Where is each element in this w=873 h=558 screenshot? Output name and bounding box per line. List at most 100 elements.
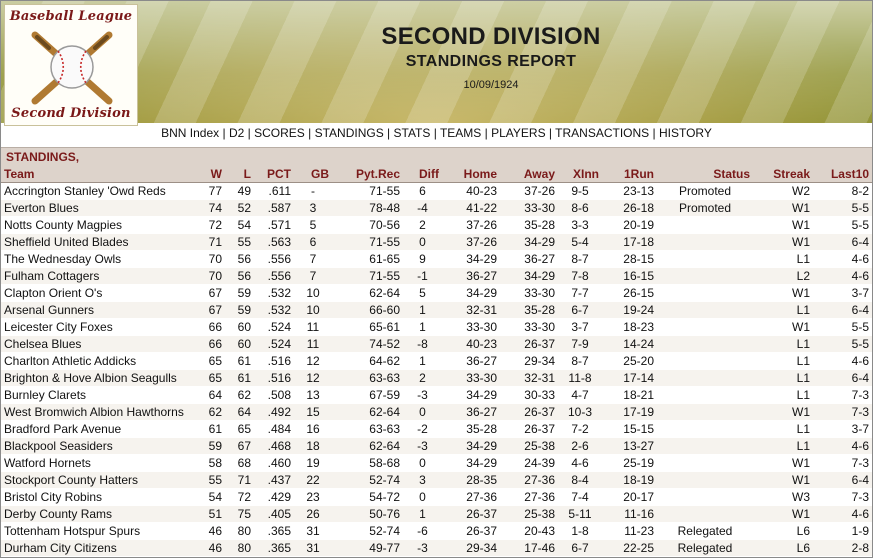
streak: L6 xyxy=(753,539,813,557)
nav-link-d2[interactable]: D2 xyxy=(228,126,245,140)
team-name[interactable]: Charlton Athletic Addicks xyxy=(1,352,192,370)
team-name[interactable]: Stockport County Hatters xyxy=(1,471,192,489)
team-name[interactable]: Clapton Orient O's xyxy=(1,284,192,302)
home-record: 36-27 xyxy=(442,352,500,370)
nav-link-players[interactable]: PLAYERS xyxy=(491,126,546,140)
col-header-status[interactable]: Status xyxy=(657,165,753,183)
wins: 71 xyxy=(192,233,225,251)
nav-link-stats[interactable]: STATS xyxy=(393,126,431,140)
status xyxy=(657,284,753,302)
losses: 68 xyxy=(225,454,254,472)
team-name[interactable]: Blackpool Seasiders xyxy=(1,437,192,455)
team-name[interactable]: Leicester City Foxes xyxy=(1,318,192,336)
nav-link-scores[interactable]: SCORES xyxy=(254,126,305,140)
table-row: Charlton Athletic Addicks 65 61.516 12 64-62… xyxy=(1,352,872,370)
pyt-rec: 63-63 xyxy=(332,420,403,438)
wins: 51 xyxy=(192,505,225,523)
table-row: Watford Hornets 58 68.460 19 58-68 0 34-29 24-3… xyxy=(1,454,872,472)
wins: 65 xyxy=(192,369,225,387)
col-header-home[interactable]: Home xyxy=(442,165,500,183)
home-record: 34-29 xyxy=(442,454,500,472)
pct: .556 xyxy=(254,267,294,285)
team-name[interactable]: West Bromwich Albion Hawthorns xyxy=(1,403,192,421)
col-header-w[interactable]: W xyxy=(192,165,225,183)
col-header-last10[interactable]: Last10 xyxy=(813,165,872,183)
one-run-record: 26-18 xyxy=(602,199,657,217)
col-header-l[interactable]: L xyxy=(225,165,254,183)
nav-link-bnn-index[interactable]: BNN Index xyxy=(161,126,220,140)
away-record: 34-29 xyxy=(500,233,558,251)
one-run-record: 26-15 xyxy=(602,284,657,302)
nav-link-teams[interactable]: TEAMS xyxy=(439,126,482,140)
games-behind: 15 xyxy=(294,403,332,421)
team-name[interactable]: Watford Hornets xyxy=(1,454,192,472)
run-diff: 0 xyxy=(403,233,442,251)
pyt-rec: 62-64 xyxy=(332,437,403,455)
nav-link-history[interactable]: HISTORY xyxy=(658,126,712,140)
last10: 6-4 xyxy=(813,369,872,387)
pct: .468 xyxy=(254,437,294,455)
games-behind: 11 xyxy=(294,318,332,336)
losses: 60 xyxy=(225,318,254,336)
team-name[interactable]: Tottenham Hotspur Spurs xyxy=(1,522,192,540)
last10: 6-4 xyxy=(813,233,872,251)
team-name[interactable]: The Wednesday Owls xyxy=(1,250,192,268)
team-name[interactable]: Everton Blues xyxy=(1,199,192,217)
team-name[interactable]: Notts County Magpies xyxy=(1,216,192,234)
streak: W1 xyxy=(753,284,813,302)
col-header-diff[interactable]: Diff xyxy=(403,165,442,183)
one-run-record: 16-15 xyxy=(602,267,657,285)
losses: 71 xyxy=(225,471,254,489)
nav-separator: | xyxy=(548,126,556,140)
pct: .524 xyxy=(254,318,294,336)
team-name[interactable]: Durham City Citizens xyxy=(1,539,192,557)
losses: 61 xyxy=(225,352,254,370)
col-header-pct[interactable]: PCT xyxy=(254,165,294,183)
col-header-streak[interactable]: Streak xyxy=(753,165,813,183)
col-header-away[interactable]: Away xyxy=(500,165,558,183)
extra-inning-record: 11-8 xyxy=(558,369,602,387)
last10: 1-9 xyxy=(813,522,872,540)
pct: .516 xyxy=(254,369,294,387)
col-header-gb[interactable]: GB xyxy=(294,165,332,183)
home-record: 28-35 xyxy=(442,471,500,489)
pyt-rec: 54-72 xyxy=(332,488,403,506)
run-diff: -4 xyxy=(403,199,442,217)
team-name[interactable]: Brighton & Hove Albion Seagulls xyxy=(1,369,192,387)
pyt-rec: 62-64 xyxy=(332,403,403,421)
one-run-record: 19-24 xyxy=(602,301,657,319)
streak: W1 xyxy=(753,471,813,489)
pyt-rec: 62-64 xyxy=(332,284,403,302)
away-record: 26-37 xyxy=(500,335,558,353)
wins: 67 xyxy=(192,301,225,319)
col-header-pyt-rec[interactable]: Pyt.Rec xyxy=(332,165,403,183)
team-name[interactable]: Bradford Park Avenue xyxy=(1,420,192,438)
team-name[interactable]: Derby County Rams xyxy=(1,505,192,523)
league-logo[interactable]: Baseball League Second Division xyxy=(4,4,138,126)
games-behind: 22 xyxy=(294,471,332,489)
col-header-1run[interactable]: 1Run xyxy=(602,165,657,183)
table-row: Sheffield United Blades 71 55.563 6 71-55 0 37… xyxy=(1,233,872,251)
team-name[interactable]: Chelsea Blues xyxy=(1,335,192,353)
table-row: Bradford Park Avenue 61 65.484 16 63-63 -2 35-… xyxy=(1,420,872,438)
games-behind: 6 xyxy=(294,233,332,251)
team-name[interactable]: Bristol City Robins xyxy=(1,488,192,506)
away-record: 17-46 xyxy=(500,539,558,557)
extra-inning-record: 8-7 xyxy=(558,250,602,268)
run-diff: 0 xyxy=(403,488,442,506)
nav-link-standings[interactable]: STANDINGS xyxy=(314,126,384,140)
team-name[interactable]: Fulham Cottagers xyxy=(1,267,192,285)
away-record: 35-28 xyxy=(500,216,558,234)
pyt-rec: 52-74 xyxy=(332,522,403,540)
team-name[interactable]: Sheffield United Blades xyxy=(1,233,192,251)
streak: L1 xyxy=(753,301,813,319)
table-row: Tottenham Hotspur Spurs 46 80.365 31 52-74 -6… xyxy=(1,522,872,540)
nav-link-transactions[interactable]: TRANSACTIONS xyxy=(555,126,650,140)
team-name[interactable]: Arsenal Gunners xyxy=(1,301,192,319)
col-header-xinn[interactable]: XInn xyxy=(558,165,602,183)
team-name[interactable]: Accrington Stanley 'Owd Reds xyxy=(1,182,192,200)
col-header-team[interactable]: Team xyxy=(1,165,192,183)
extra-inning-record: 4-6 xyxy=(558,454,602,472)
extra-inning-record: 8-4 xyxy=(558,471,602,489)
team-name[interactable]: Burnley Clarets xyxy=(1,386,192,404)
